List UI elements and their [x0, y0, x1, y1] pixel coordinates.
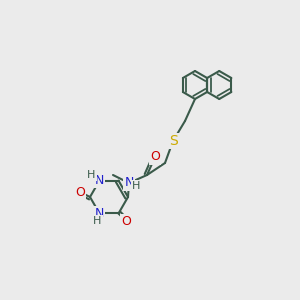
Text: N: N [95, 207, 104, 220]
Text: O: O [150, 151, 160, 164]
Text: H: H [87, 169, 96, 179]
Text: O: O [150, 151, 160, 164]
Text: O: O [75, 185, 85, 199]
Text: O: O [122, 215, 131, 228]
Text: H: H [93, 217, 102, 226]
Text: S: S [169, 134, 177, 148]
Text: H: H [132, 181, 140, 191]
Text: N: N [124, 176, 134, 190]
Text: N: N [95, 174, 104, 187]
